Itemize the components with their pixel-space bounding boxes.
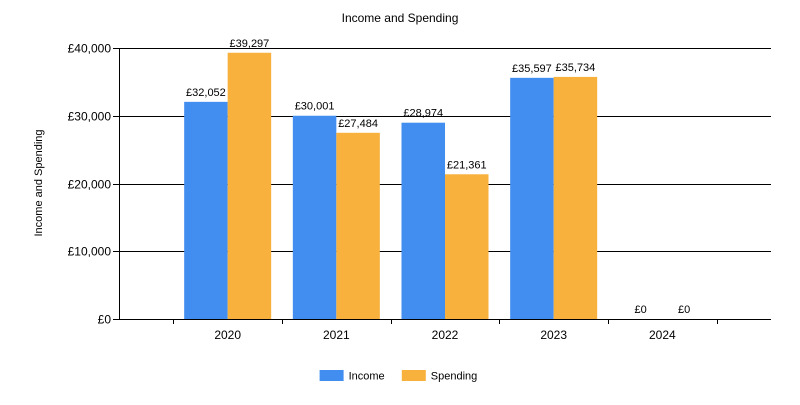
bar-income	[510, 77, 554, 319]
data-label-spending: £39,297	[230, 38, 270, 50]
y-tick-label: £40,000	[68, 42, 112, 56]
chart-title: Income and Spending	[342, 11, 459, 25]
y-tick-label: £10,000	[68, 245, 112, 259]
bar-income	[401, 122, 445, 320]
bar-income	[184, 101, 228, 319]
legend-label-income: Income	[349, 371, 385, 383]
data-label-spending: £27,484	[338, 118, 378, 130]
bar-spending	[553, 76, 598, 319]
axes: £0 £10,000 £20,000 £30,000 £40,000 2020 2021 20…	[68, 42, 771, 342]
y-tick-label: £0	[98, 313, 112, 327]
data-label-income: £35,597	[512, 63, 552, 75]
data-label-spending: £35,734	[556, 62, 596, 74]
bar-spending	[445, 174, 489, 319]
data-labels: £32,052 £39,297 £30,001£27,484 £28,974 £21,3…	[186, 38, 690, 316]
bar-spending	[336, 132, 380, 319]
x-tick-label: 2021	[323, 328, 350, 342]
bar-income	[292, 115, 337, 319]
data-label-income: £28,974	[403, 108, 443, 120]
legend-swatch-income	[319, 370, 344, 381]
data-label-income: £30,001	[295, 101, 335, 113]
data-label-income: £0	[634, 304, 646, 316]
data-label-spending: £21,361	[447, 159, 487, 171]
y-tick-label: £20,000	[68, 178, 112, 192]
y-axis-label: Income and Spending	[33, 129, 45, 236]
x-tick-label: 2020	[214, 328, 241, 342]
x-tick-label: 2022	[432, 328, 459, 342]
y-tick-label: £30,000	[68, 110, 112, 124]
legend: Income Spending	[319, 370, 478, 383]
legend-swatch-spending	[401, 370, 426, 381]
data-label-income: £32,052	[186, 87, 226, 99]
x-tick-label: 2023	[540, 328, 567, 342]
bars	[184, 52, 598, 320]
x-tick-label: 2024	[649, 328, 676, 342]
legend-label-spending: Spending	[431, 371, 478, 383]
data-label-spending: £0	[678, 304, 690, 316]
bar-spending	[227, 52, 272, 320]
